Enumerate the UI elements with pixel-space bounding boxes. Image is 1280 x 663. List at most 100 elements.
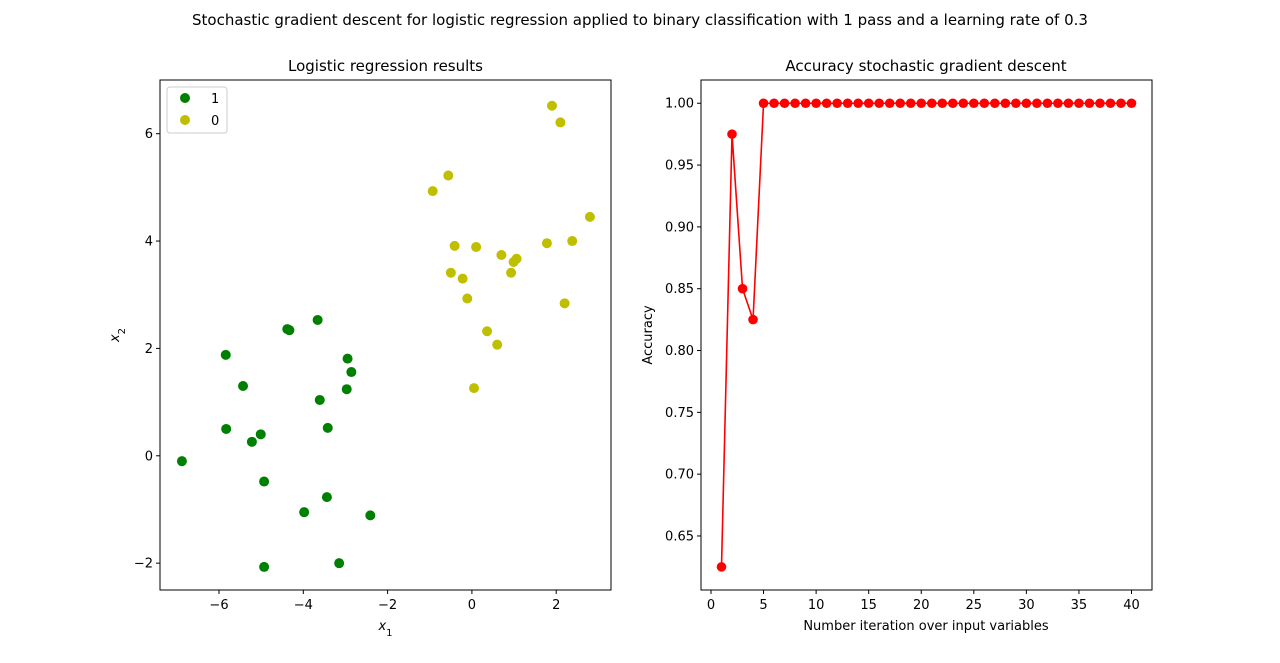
scatter-point-class-0 xyxy=(584,211,595,222)
accuracy-point xyxy=(748,314,758,325)
accuracy-x-tick-label: 25 xyxy=(966,598,983,613)
accuracy-y-tick-label: 0.80 xyxy=(665,344,694,359)
accuracy-point xyxy=(1074,98,1084,109)
scatter-y-axis-label: x2 xyxy=(108,328,128,343)
scatter-point-class-0 xyxy=(462,293,473,304)
accuracy-point xyxy=(884,98,895,109)
accuracy-y-tick-label: 0.95 xyxy=(665,159,694,174)
scatter-point-class-1 xyxy=(221,423,232,434)
accuracy-y-tick-label: 0.90 xyxy=(665,220,694,235)
accuracy-point xyxy=(947,98,958,109)
scatter-point-class-1 xyxy=(334,558,345,569)
accuracy-point xyxy=(800,98,811,109)
accuracy-x-tick-label: 35 xyxy=(1071,598,1088,613)
scatter-y-tick-label: −2 xyxy=(134,557,153,572)
scatter-point-class-1 xyxy=(255,429,266,440)
scatter-plot-frame xyxy=(159,79,612,591)
accuracy-x-tick-label: 30 xyxy=(1018,598,1035,613)
scatter-point-class-0 xyxy=(482,326,493,337)
scatter-point-class-1 xyxy=(259,561,270,572)
accuracy-x-axis-label: Number iteration over input variables xyxy=(803,619,1049,634)
accuracy-point xyxy=(937,98,948,109)
scatter-x-axis-label-sub: 1 xyxy=(386,628,392,639)
scatter-point-class-1 xyxy=(312,314,323,325)
accuracy-x-tick-label: 20 xyxy=(913,598,930,613)
scatter-point-class-0 xyxy=(445,267,456,278)
accuracy-point xyxy=(790,98,800,109)
accuracy-point xyxy=(1000,98,1011,109)
figure-suptitle: Stochastic gradient descent for logistic… xyxy=(192,11,1088,29)
accuracy-point xyxy=(1042,98,1053,109)
accuracy-point xyxy=(779,98,790,109)
accuracy-y-tick-label: 0.70 xyxy=(665,468,694,483)
scatter-point-class-1 xyxy=(342,353,353,364)
scatter-axes: Logistic regression results −6 −4 −2 0 2 −2 0… xyxy=(108,57,612,639)
scatter-x-axis-label: x1 xyxy=(377,619,392,639)
scatter-point-class-0 xyxy=(469,383,480,394)
accuracy-point xyxy=(990,98,1000,109)
accuracy-point xyxy=(737,283,748,294)
scatter-point-class-1 xyxy=(346,367,357,378)
scatter-y-axis-label-main: x xyxy=(108,334,123,343)
accuracy-point xyxy=(1116,98,1126,109)
scatter-point-class-0 xyxy=(559,298,570,309)
scatter-y-tick-label: 0 xyxy=(145,449,153,464)
accuracy-point xyxy=(1126,98,1137,109)
scatter-point-class-1 xyxy=(341,384,352,395)
accuracy-point xyxy=(895,98,906,109)
accuracy-point xyxy=(1084,98,1095,109)
scatter-point-class-1 xyxy=(314,394,325,405)
accuracy-point xyxy=(969,98,979,109)
accuracy-point xyxy=(1021,98,1032,109)
accuracy-point xyxy=(1063,98,1074,109)
accuracy-line xyxy=(720,102,1132,567)
scatter-point-class-0 xyxy=(427,186,438,197)
accuracy-point xyxy=(716,562,727,572)
accuracy-y-ticks: 0.65 0.70 0.75 0.80 0.85 0.90 0.95 1.00 xyxy=(665,97,701,544)
scatter-x-tick-label: 0 xyxy=(468,598,476,613)
scatter-point-class-0 xyxy=(471,241,482,252)
accuracy-point xyxy=(811,98,821,109)
scatter-y-ticks: −2 0 2 4 6 xyxy=(134,127,160,572)
scatter-point-class-1 xyxy=(176,456,187,467)
accuracy-point xyxy=(842,98,853,109)
accuracy-series xyxy=(716,98,1137,572)
scatter-legend: 1 0 xyxy=(166,86,228,134)
scatter-y-tick-label: 2 xyxy=(145,342,153,357)
accuracy-y-tick-label: 1.00 xyxy=(665,97,694,112)
accuracy-point xyxy=(1105,98,1116,109)
accuracy-point xyxy=(1011,98,1021,109)
legend-marker-class-0 xyxy=(180,115,190,125)
legend-marker-class-1 xyxy=(180,93,190,103)
scatter-point-class-0 xyxy=(449,240,460,251)
scatter-point-class-0 xyxy=(541,238,552,249)
accuracy-x-ticks: 0 5 10 15 20 25 30 35 40 xyxy=(707,590,1140,613)
accuracy-plot-frame xyxy=(700,79,1153,591)
scatter-point-class-0 xyxy=(492,339,503,350)
scatter-point-class-0 xyxy=(511,253,522,264)
scatter-point-class-1 xyxy=(321,492,332,503)
scatter-point-class-1 xyxy=(284,325,295,336)
scatter-point-class-0 xyxy=(555,117,566,128)
scatter-point-class-0 xyxy=(546,100,557,111)
accuracy-point xyxy=(1032,98,1042,109)
scatter-point-class-1 xyxy=(365,510,376,521)
scatter-x-tick-label: −2 xyxy=(378,598,397,613)
scatter-point-class-1 xyxy=(246,436,257,447)
scatter-points xyxy=(176,100,595,572)
accuracy-y-axis-label: Accuracy xyxy=(641,305,656,365)
accuracy-x-tick-label: 5 xyxy=(759,598,767,613)
accuracy-point xyxy=(769,98,779,109)
scatter-point-class-0 xyxy=(443,170,454,181)
accuracy-point xyxy=(727,129,737,139)
accuracy-y-tick-label: 0.65 xyxy=(665,529,694,544)
accuracy-point xyxy=(1053,98,1063,109)
accuracy-axes: Accuracy stochastic gradient descent 0 5 1… xyxy=(641,57,1153,634)
accuracy-point xyxy=(916,98,927,109)
scatter-x-tick-label: 2 xyxy=(552,598,560,613)
legend-label-class-1: 1 xyxy=(211,92,219,107)
scatter-x-tick-label: −6 xyxy=(209,598,228,613)
scatter-point-class-0 xyxy=(506,267,517,278)
accuracy-point xyxy=(1095,98,1105,109)
legend-label-class-0: 0 xyxy=(211,114,219,129)
